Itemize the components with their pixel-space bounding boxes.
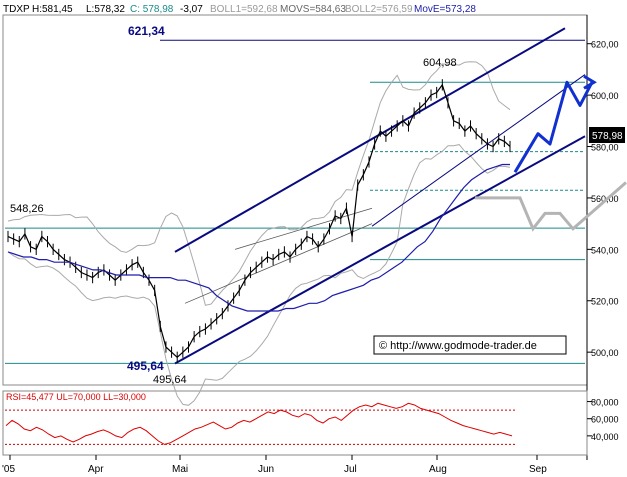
rsi-series <box>5 402 513 445</box>
price-panel-frame <box>2 14 588 386</box>
rsi-panel-frame <box>2 390 588 456</box>
bollinger-lower <box>7 144 511 406</box>
y-tick-label: 500,00 <box>591 348 619 358</box>
projection-arrowhead <box>583 74 597 90</box>
rsi-tick-label: 80,000 <box>591 398 619 408</box>
projections <box>475 74 627 232</box>
boll1-value: BOLL1=592,68 <box>210 4 278 15</box>
moving-average-line <box>7 163 510 312</box>
y-tick-label: 620,00 <box>591 40 619 50</box>
rsi-tick-label: 60,000 <box>591 415 619 425</box>
low-label-blue: 495,64 <box>127 359 164 373</box>
x-axis-ticks: '05 Apr Mai Jun Jul Aug Sep <box>2 455 547 475</box>
y-tick-label: 580,00 <box>591 143 619 153</box>
x-tick-label: '05 <box>2 464 15 475</box>
x-tick-label: Apr <box>88 464 104 475</box>
channel-inner-upper <box>234 207 373 250</box>
change-value: -3,07 <box>180 4 203 15</box>
y-tick-label: 560,00 <box>591 194 619 204</box>
header-legend: TDXP H:581,45 L:578,32 C: 578,98 -3,07 B… <box>3 4 476 15</box>
channel-inner-lower <box>184 223 373 304</box>
rsi-header: RSI=45,477 UL=70,000 LL=30,000 <box>6 392 146 402</box>
support-label: 548,26 <box>10 203 44 215</box>
low-label: 495,64 <box>153 374 187 386</box>
rsi-tick-label: 40,000 <box>591 432 619 442</box>
y-tick-label: 540,00 <box>591 245 619 255</box>
trend-channel <box>174 27 586 365</box>
channel-lower <box>174 135 586 365</box>
low-value: L:578,32 <box>86 4 125 15</box>
projection-blue-path <box>513 80 594 173</box>
x-tick-label: Aug <box>429 464 447 475</box>
move-value: MovE=573,28 <box>414 4 476 15</box>
y-axis-ticks: 500,00 520,00 540,00 560,00 580,00 600,00 620,… <box>587 40 619 358</box>
high-label: 604,98 <box>423 57 457 69</box>
last-price-value: 578,98 <box>592 131 623 142</box>
projection-gray-path <box>475 181 627 232</box>
watermark: © http://www.godmode-trader.de <box>379 340 537 352</box>
channel-upper <box>174 27 566 253</box>
bollinger-bands <box>7 61 511 406</box>
y-tick-label: 520,00 <box>591 297 619 307</box>
x-tick-label: Jun <box>258 464 274 475</box>
watermark-box <box>373 335 567 355</box>
movs-value: MOVS=584,63 <box>280 4 346 15</box>
price-line <box>7 83 511 359</box>
last-price-badge <box>589 127 625 143</box>
x-tick-label: Mai <box>172 464 188 475</box>
channel-mid <box>371 74 586 227</box>
y-tick-label: 600,00 <box>591 91 619 101</box>
target-label: 621,34 <box>128 24 165 38</box>
x-tick-label: Sep <box>529 464 547 475</box>
high-value: H:581,45 <box>32 4 73 15</box>
close-value: C: 578,98 <box>130 4 174 15</box>
boll2-value: BOLL2=576,59 <box>345 4 413 15</box>
rsi-axis-ticks: 80,000 60,000 40,000 <box>5 398 619 445</box>
x-tick-label: Jul <box>344 464 357 475</box>
bollinger-upper <box>7 61 511 306</box>
rsi-line <box>5 402 513 445</box>
price-series <box>7 79 511 363</box>
moving-average-series <box>7 163 510 312</box>
horizontal-levels <box>5 39 585 364</box>
symbol-label: TDXP <box>3 4 30 15</box>
